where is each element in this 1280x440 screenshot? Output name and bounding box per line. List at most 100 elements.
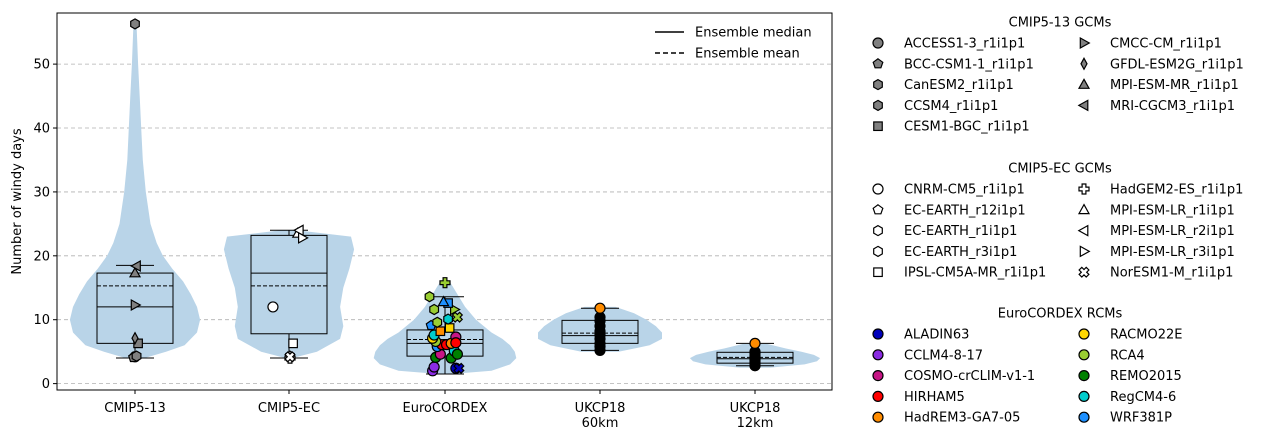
legend-entry-label: EC-EARTH_r12i1p1 — [904, 203, 1026, 218]
data-point-cmip5_ec — [267, 301, 279, 313]
box-iqr — [250, 234, 328, 335]
legend-marker — [1077, 203, 1091, 215]
legend-marker — [872, 37, 884, 49]
legend-entry-label: HadREM3-GA7-05 — [904, 411, 1020, 426]
line-legend: Ensemble median Ensemble mean — [655, 26, 812, 62]
legend-entry-label: ACCESS1-3_r1i1p1 — [904, 37, 1025, 52]
legend-entry-label: CanESM2_r1i1p1 — [904, 78, 1014, 93]
legend-entry-label: BCC-CSM1-1_r1i1p1 — [904, 57, 1034, 72]
legend-group-title: EuroCORDEX RCMs — [998, 307, 1123, 322]
legend-marker — [872, 58, 884, 69]
x-tick-label: 12km — [737, 416, 774, 431]
data-point-cmip5_ec — [298, 231, 309, 244]
legend-marker — [873, 121, 883, 132]
legend-marker — [873, 267, 883, 278]
legend-marker — [873, 245, 883, 258]
y-tick-label: 50 — [33, 58, 50, 73]
legend-marker — [1077, 224, 1089, 237]
legend-marker — [1078, 411, 1090, 423]
data-point-eurocordex — [451, 348, 463, 360]
legend-marker — [872, 204, 884, 215]
data-point-cmip5_13 — [131, 331, 139, 345]
data-point-ukcp12 — [749, 337, 761, 349]
legend-entry-label: CCLM4-8-17 — [904, 348, 983, 363]
data-point-eurocordex — [428, 361, 440, 373]
legend-entry-label: CMCC-CM_r1i1p1 — [1110, 37, 1222, 52]
marker-layer — [127, 18, 761, 377]
legend-marker — [1079, 245, 1091, 258]
legend-marker — [1077, 78, 1091, 89]
y-tick-label: 40 — [33, 122, 50, 137]
legend-marker — [872, 349, 884, 361]
legend-entry-label: MPI-ESM-LR_r3i1p1 — [1110, 245, 1235, 260]
x-tick-label: UKCP18 — [575, 401, 626, 416]
legend-marker-shape — [1078, 266, 1090, 278]
legend-entry-label: REMO2015 — [1110, 369, 1182, 384]
legend-entry-label: MPI-ESM-LR_r2i1p1 — [1110, 224, 1235, 239]
legend-entry-label: NorESM1-M_r1i1p1 — [1110, 266, 1233, 281]
y-tick-label: 0 — [42, 377, 50, 392]
x-tick-label: CMIP5-EC — [258, 401, 320, 416]
legend-marker — [872, 183, 884, 195]
x-tick-label: EuroCORDEX — [403, 401, 488, 416]
legend-marker — [873, 224, 883, 237]
data-point-eurocordex — [443, 313, 453, 325]
data-point-eurocordex — [444, 323, 455, 333]
legend-line-label: Ensemble median — [695, 26, 812, 41]
data-point-cmip5_ec-shape — [284, 351, 296, 363]
axis-layer: 0 10 20 30 40 50 CMIP5-13 CMIP5-EC EuroCORDEX UKC… — [33, 58, 780, 431]
data-point-eurocordex — [450, 337, 462, 349]
legend-marker — [872, 328, 884, 340]
legend-marker — [1078, 390, 1090, 402]
legend-marker — [872, 370, 884, 382]
legend-marker — [873, 78, 883, 91]
legend-marker — [1078, 328, 1090, 340]
legend-entry-label: COSMO-crCLIM-v1-1 — [904, 369, 1035, 384]
legend-entry-label: RACMO22E — [1110, 328, 1182, 343]
legend-entry-label: EC-EARTH_r3i1p1 — [904, 245, 1017, 260]
legend-marker — [873, 99, 883, 112]
legend-entry-label: CESM1-BGC_r1i1p1 — [904, 120, 1030, 135]
data-point-eurocordex — [432, 316, 443, 328]
data-point-eurocordex — [437, 295, 450, 307]
data-point-cmip5_13 — [128, 266, 142, 278]
y-axis-title: Number of windy days — [10, 128, 25, 274]
data-point-cmip5_13 — [130, 18, 140, 30]
data-point-cmip5_ec — [284, 351, 296, 363]
legend-entry-label: CNRM-CM5_r1i1p1 — [904, 183, 1025, 198]
legend-marker — [1078, 370, 1090, 382]
data-point-eurocordex — [424, 291, 435, 303]
y-tick-label: 30 — [33, 185, 50, 200]
legend-entry-label: GFDL-ESM2G_r1i1p1 — [1110, 57, 1244, 72]
data-point-cmip5_13 — [130, 298, 142, 312]
data-point-eurocordex — [435, 326, 446, 337]
legend-marker — [1079, 36, 1091, 50]
legend-marker — [1080, 57, 1088, 71]
legend-line-label: Ensemble mean — [695, 47, 800, 62]
violin — [223, 230, 355, 359]
data-point-eurocordex — [453, 362, 465, 374]
legend-entry-label: IPSL-CM5A-MR_r1i1p1 — [904, 266, 1046, 281]
x-tick-label: CMIP5-13 — [104, 401, 165, 416]
legend-entry-label: HIRHAM5 — [904, 390, 965, 405]
marker-legend: CMIP5-13 GCMs ACCESS1-3_r1i1p1 BCC-CSM1-1_… — [872, 16, 1244, 426]
legend-entry-label: RegCM4-6 — [1110, 390, 1176, 405]
legend-marker — [872, 411, 884, 423]
legend-entry-label: EC-EARTH_r1i1p1 — [904, 224, 1017, 239]
data-point-eurocordex-shape — [453, 362, 465, 374]
legend-entry-label: WRF381P — [1110, 411, 1172, 426]
violin — [69, 25, 201, 359]
legend-entry-label: ALADIN63 — [904, 328, 969, 343]
x-tick-label: UKCP18 — [730, 401, 781, 416]
legend-group-title: CMIP5-13 GCMs — [1009, 16, 1112, 31]
legend-entry-label: HadGEM2-ES_r1i1p1 — [1110, 183, 1243, 198]
data-point-cmip5_ec — [288, 338, 298, 349]
legend-marker — [1078, 266, 1090, 278]
data-point-cmip5_13 — [131, 350, 142, 362]
y-tick-label: 20 — [33, 249, 50, 264]
data-point-eurocordex — [439, 277, 451, 289]
y-tick-label: 10 — [33, 313, 50, 328]
data-point-ukcp60 — [594, 302, 606, 314]
data-point-cmip5_13 — [130, 259, 141, 273]
